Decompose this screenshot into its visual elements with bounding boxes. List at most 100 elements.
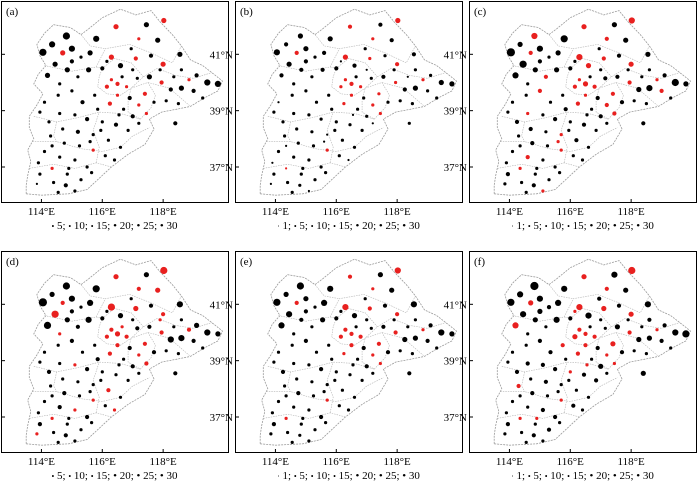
station-marker [73,439,77,443]
station-marker [386,100,390,104]
station-marker [283,384,287,388]
station-marker [56,93,60,97]
station-marker [204,329,211,336]
legend-entry: 20 [120,470,132,482]
station-marker [64,67,70,73]
station-marker [272,172,276,176]
station-marker [503,182,507,186]
station-marker [524,440,528,444]
station-marker [514,119,520,124]
station-marker [581,24,587,30]
legend-marker: • [160,470,164,482]
district-boundary [381,332,425,357]
district-boundary [565,308,612,346]
station-marker [73,113,77,117]
district-boundary [278,65,337,72]
station-marker [567,378,571,382]
station-marker [155,287,161,293]
station-marker [85,414,90,420]
legend-marker: • [545,222,548,231]
legend-marker: • [311,222,314,231]
station-marker [590,357,594,361]
station-marker [411,52,416,57]
station-marker [554,67,560,73]
station-marker [585,113,589,117]
station-marker [406,325,410,329]
station-marker [395,62,400,67]
station-marker [612,361,617,366]
station-marker [120,325,124,329]
panel-label: (f) [474,256,485,268]
station-marker [272,110,276,114]
station-marker [659,338,664,343]
station-marker [548,350,553,355]
panel-frame [235,1,463,203]
station-marker [76,75,80,79]
district-boundary [331,58,378,96]
legend-entry: 25 [143,470,155,482]
station-marker [525,155,530,160]
station-marker [295,377,299,381]
station-marker [330,357,334,361]
station-marker [507,298,515,306]
station-marker [63,433,68,438]
station-marker [581,372,587,377]
station-marker [517,134,521,138]
station-marker [547,55,551,59]
station-marker [377,272,383,278]
y-tick-label: 41°N [444,299,467,311]
station-marker [520,180,524,185]
district-boundary [326,362,334,413]
station-marker [558,171,562,175]
station-marker [281,120,285,124]
station-marker [313,428,317,432]
station-marker [526,82,530,86]
legend-marker: • [68,222,71,231]
legend-marker: • [91,472,94,481]
station-marker [322,50,327,56]
station-marker [340,388,344,392]
station-marker [204,79,211,86]
station-marker [616,303,622,308]
station-marker [669,346,673,350]
panel-label: (a) [6,6,19,18]
legend-entry: 15 [339,470,351,482]
district-boundary [44,65,103,72]
station-marker [122,357,126,361]
station-marker [506,48,515,57]
station-marker [122,107,126,111]
station-marker [438,329,445,336]
province-boundary [259,258,457,446]
station-marker [322,390,326,394]
station-marker [363,47,367,51]
station-marker [349,93,354,97]
legend-entry: ; [396,470,402,482]
station-marker [524,93,528,97]
station-marker [561,285,568,292]
station-marker [535,166,539,170]
station-marker [577,327,582,332]
station-marker [402,87,407,92]
station-marker [313,55,317,59]
legend-marker: • [51,472,54,481]
station-marker [79,428,83,432]
district-boundary [266,127,384,152]
station-marker [303,46,309,52]
station-marker [327,343,331,347]
station-marker [327,285,334,292]
station-marker [535,416,539,420]
station-marker [669,96,673,100]
station-marker [526,332,530,336]
station-marker [574,388,579,392]
station-marker [277,101,280,104]
district-boundary [263,412,346,419]
station-marker [67,416,71,420]
station-marker [314,100,319,104]
station-marker [301,166,305,170]
station-marker [58,111,62,116]
station-marker [143,272,149,278]
station-marker [604,102,609,108]
station-marker [351,363,355,367]
station-marker [90,171,94,175]
station-marker [87,50,93,56]
